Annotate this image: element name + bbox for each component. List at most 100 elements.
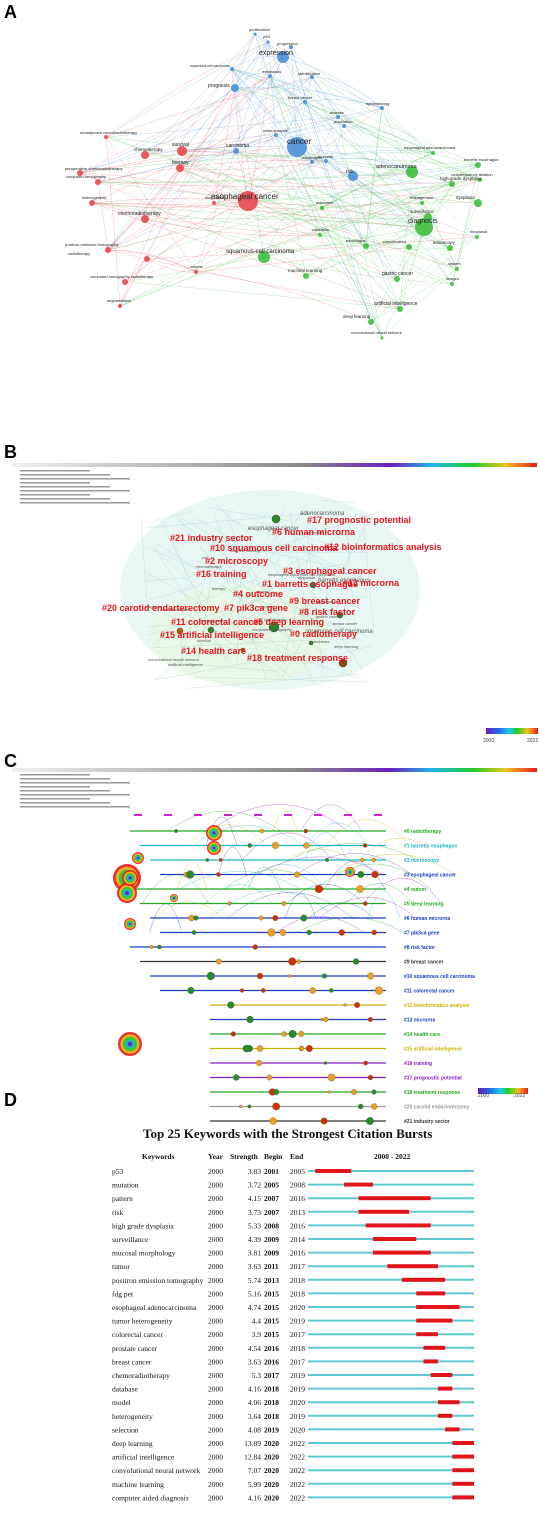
cluster-edge (219, 621, 299, 654)
network-edge (105, 41, 269, 138)
network-edge (352, 175, 458, 270)
network-edge (231, 41, 269, 70)
timeline-node (266, 1074, 273, 1081)
timeline-node (149, 945, 154, 949)
timeline-node (272, 1102, 280, 1111)
network-node-label: gastric cancer (382, 271, 413, 277)
burst-end: 2017 (290, 1262, 305, 1271)
timeline-node (306, 929, 312, 936)
panel-a-letter: A (4, 2, 17, 22)
network-node (277, 51, 289, 63)
network-edge (97, 181, 109, 251)
burst-strength: 4.54 (248, 1344, 261, 1353)
timeline-cluster-label: #20 carotid endarterectomy (404, 1105, 470, 1111)
network-node-label: survival (172, 142, 189, 148)
timeline-top-bar (12, 463, 537, 467)
burst-strength: 3.63 (248, 1262, 261, 1271)
network-edge (107, 146, 298, 251)
network-edge (421, 195, 479, 204)
network-edge (325, 160, 453, 185)
keyword-network-chart: proliferation p53 progression expression squ… (65, 27, 498, 340)
burst-strength: 4.15 (248, 1194, 261, 1203)
burst-keyword: risk (112, 1208, 124, 1217)
burst-keyword: model (112, 1398, 131, 1407)
network-edge (325, 160, 478, 238)
network-edge (456, 202, 479, 270)
burst-year: 2000 (208, 1398, 223, 1407)
timeline-node (374, 986, 384, 995)
network-edge (321, 201, 479, 209)
color-scale-bar (486, 728, 538, 734)
burst-strength: 4.08 (248, 1425, 261, 1434)
cluster-label: #11 colorectal cancer (171, 617, 263, 627)
metadata-line (20, 782, 130, 784)
cluster-label: #0 radiotherapy (290, 629, 357, 639)
cluster-edge (273, 534, 366, 674)
burst-strength: 7.07 (248, 1466, 261, 1475)
metadata-line (20, 478, 130, 480)
timeline-node (187, 987, 195, 994)
timeline-cluster-label: #11 colorectal cancer (404, 989, 455, 995)
timeline-cluster-label: #17 prognostic potential (404, 1076, 462, 1082)
network-edge (144, 68, 233, 156)
burst-begin: 2020 (264, 1439, 279, 1448)
network-node (324, 159, 328, 163)
network-node (122, 279, 128, 285)
panel-b-letter: B (4, 442, 17, 462)
network-edge (247, 200, 453, 285)
timeline-node (247, 1104, 252, 1109)
cluster-edge (187, 674, 359, 689)
timeline-ring (212, 846, 216, 850)
network-edge (234, 33, 256, 89)
cluster-edge (140, 517, 147, 600)
timeline-node (206, 971, 215, 981)
burst-begin: 2019 (264, 1425, 279, 1434)
network-node (268, 74, 272, 78)
cluster-edge (230, 519, 274, 536)
keyword-label: gastric cancer (316, 614, 342, 619)
timeline-node (271, 841, 280, 850)
keyword-label: expression (304, 530, 324, 535)
network-edge (79, 172, 249, 202)
network-edge (234, 87, 265, 258)
timeline-node (238, 1104, 243, 1109)
burst-year: 2000 (208, 1317, 223, 1326)
burst-begin: 2015 (264, 1303, 279, 1312)
burst-keyword: computer aided diagnosis (112, 1493, 189, 1502)
burst-year: 2000 (208, 1453, 223, 1462)
year-header: Year (208, 1152, 224, 1161)
network-edge (267, 41, 277, 136)
cluster-edge (275, 515, 343, 589)
burst-year: 2000 (208, 1412, 223, 1421)
network-edge (399, 171, 413, 310)
burst-bar (387, 1264, 438, 1269)
network-edge (231, 68, 398, 280)
cluster-edge (145, 572, 207, 608)
network-edge (319, 234, 451, 250)
network-edge (179, 167, 367, 247)
network-edge (381, 107, 458, 270)
network-edge (231, 68, 434, 154)
network-node-label: barretts esophagus (464, 157, 498, 162)
network-edge (235, 150, 451, 249)
network-edge (79, 146, 298, 174)
network-edge (296, 146, 453, 185)
timeline-arc (241, 864, 327, 890)
keyword-label: esophageal squamous cell carcinoma (268, 572, 336, 577)
network-node (77, 170, 83, 176)
timeline-node (320, 1017, 324, 1022)
year-tick (374, 814, 382, 816)
cluster-node (336, 611, 344, 619)
network-edge (311, 76, 453, 285)
network-edge (107, 56, 284, 251)
cluster-edge (178, 509, 271, 595)
timeline-node (354, 1002, 361, 1008)
network-edge (97, 181, 323, 209)
timeline-node (327, 1090, 331, 1094)
network-edge (267, 41, 313, 163)
network-edge (144, 46, 292, 156)
burst-begin: 2009 (264, 1249, 279, 1258)
network-node (231, 84, 239, 92)
network-edge (231, 68, 345, 127)
cluster-edge (152, 639, 318, 649)
